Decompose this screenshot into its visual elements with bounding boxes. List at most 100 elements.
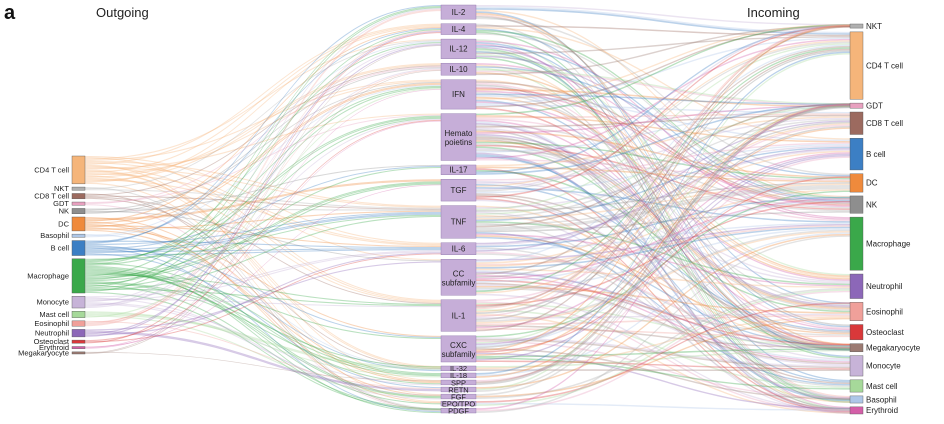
source-label-basophil: Basophil	[40, 231, 69, 240]
flow-hemato-poietins-eosinophil	[476, 143, 850, 311]
flow-basophil-il-32	[85, 234, 441, 371]
flow-il-17-gdt	[476, 104, 850, 175]
flow-erythroid-ifn	[85, 89, 441, 348]
flow-cxc-subfamily-dc	[476, 190, 850, 338]
cytokine-label-ifn: IFN	[452, 90, 465, 99]
flow-cxc-subfamily-b-cell	[476, 153, 850, 346]
target-node-cd4-t-cell	[849, 31, 864, 100]
flow-macrophage-il-12	[85, 42, 441, 265]
cytokine-node-tgf	[440, 179, 477, 202]
flow-b-cell-il-6	[85, 240, 441, 249]
source-label-neutrophil: Neutrophil	[35, 329, 70, 338]
flow-cc-subfamily-macrophage	[476, 223, 850, 261]
flow-cd4-t-cell-il-10	[85, 63, 441, 178]
flow-macrophage-cxc-subfamily	[85, 272, 441, 339]
flow-tgf-b-cell	[476, 143, 850, 194]
flow-macrophage-epo-tpo	[85, 269, 441, 405]
source-label-nkt: NKT	[54, 184, 69, 193]
flow-hemato-poietins-eosinophil	[476, 133, 850, 307]
flow-b-cell-il-4	[85, 27, 441, 243]
flow-il-12-osteoclast	[476, 42, 850, 328]
flow-cd8-t-cell-il-32	[85, 197, 441, 370]
flow-dc-cxc-subfamily	[85, 227, 441, 337]
flow-monocyte-il-6	[85, 251, 441, 301]
flow-eosinophil-retn	[85, 320, 441, 390]
source-node-erythroid	[71, 346, 86, 349]
target-node-eosinophil	[849, 302, 864, 321]
flow-ifn-nk	[476, 90, 850, 208]
cytokine-label-il-32: IL-32	[450, 364, 467, 373]
flow-monocyte-hemato-poietins	[85, 118, 441, 306]
source-label-erythroid: Erythroid	[39, 343, 69, 352]
flow-il-18-macrophage	[476, 232, 850, 377]
flow-retn-cd4-t-cell	[476, 52, 850, 391]
flow-il-4-basophil	[476, 23, 850, 399]
source-node-eosinophil	[71, 320, 86, 327]
flow-il-10-nkt	[476, 25, 850, 76]
source-node-b-cell	[71, 240, 86, 256]
flow-tgf-nkt	[476, 24, 850, 191]
flow-il-10-macrophage	[476, 63, 850, 220]
cytokine-label-il-17: IL-17	[449, 166, 468, 175]
cytokine-node-tnf	[440, 205, 477, 239]
flow-monocyte-fgf	[85, 297, 441, 400]
flow-hemato-poietins-nkt	[476, 24, 850, 116]
flow-osteoclast-hemato-poietins	[85, 119, 441, 342]
flow-il-10-dc	[476, 66, 850, 177]
flow-il-1-mast-cell	[476, 309, 850, 389]
cytokine-label-il-12: IL-12	[449, 45, 468, 54]
target-node-osteoclast	[849, 324, 864, 341]
flow-hemato-poietins-basophil	[476, 152, 850, 400]
incoming-heading: Incoming	[747, 5, 800, 20]
flow-erythroid-hemato-poietins	[85, 120, 441, 349]
flow-cxc-subfamily-basophil	[476, 348, 850, 400]
flow-il-1-macrophage	[476, 231, 850, 324]
flow-cc-subfamily-monocyte	[476, 282, 850, 365]
flow-mast-cell-ifn	[85, 88, 441, 318]
flow-ifn-gdt	[476, 93, 850, 105]
flow-il-2-nk	[476, 9, 850, 198]
flow-cxc-subfamily-erythroid	[476, 352, 850, 410]
flow-il-6-macrophage	[476, 222, 850, 251]
flow-tnf-osteoclast	[476, 235, 850, 335]
flow-macrophage-tnf	[85, 214, 441, 260]
flow-cc-subfamily-cd8-t-cell	[476, 121, 850, 279]
flow-macrophage-hemato-poietins	[85, 117, 441, 285]
flow-neutrophil-il-12	[85, 44, 441, 335]
flow-cc-subfamily-cd8-t-cell	[476, 123, 850, 294]
target-node-b-cell	[849, 138, 864, 171]
flow-il-18-gdt	[476, 103, 850, 378]
flow-il-12-monocyte	[476, 57, 850, 359]
source-label-b-cell: B cell	[51, 244, 70, 253]
flow-hemato-poietins-megakaryocyte	[476, 127, 850, 347]
flow-neutrophil-il-6	[85, 252, 441, 336]
flow-ifn-neutrophil	[476, 79, 850, 279]
flow-hemato-poietins-cd8-t-cell	[476, 114, 850, 128]
target-label-eosinophil: Eosinophil	[866, 307, 903, 316]
flow-cd4-t-cell-il-6	[85, 156, 441, 244]
source-label-cd8-t-cell: CD8 T cell	[34, 192, 69, 201]
source-node-nkt	[71, 186, 86, 191]
flow-retn-gdt	[476, 104, 850, 392]
flow-cxc-subfamily-megakaryocyte	[476, 348, 850, 358]
flow-macrophage-il-4	[85, 29, 441, 292]
flow-macrophage-hemato-poietins	[85, 115, 441, 262]
flow-ifn-megakaryocyte	[476, 99, 850, 351]
flow-dc-tnf	[85, 210, 441, 230]
flow-cd4-t-cell-ifn	[85, 80, 441, 176]
flow-hemato-poietins-mast-cell	[476, 155, 850, 383]
source-label-dc: DC	[58, 219, 69, 228]
flow-cd8-t-cell-tnf	[85, 195, 441, 210]
target-node-macrophage	[849, 216, 864, 271]
flow-il-4-eosinophil	[476, 28, 850, 304]
flow-ifn-cd4-t-cell	[476, 37, 850, 105]
flow-gdt-hemato-poietins	[85, 114, 441, 204]
cytokine-label-il-18: IL-18	[450, 371, 467, 380]
cytokine-node-cxc-subfamily	[440, 335, 477, 363]
flow-hemato-poietins-nk	[476, 124, 850, 209]
flow-tnf-megakaryocyte	[476, 214, 850, 346]
flow-b-cell-tnf	[85, 213, 441, 254]
flow-eosinophil-il-2	[85, 9, 441, 325]
cytokine-label-spp: SPP	[451, 378, 466, 387]
flow-dc-spp	[85, 229, 441, 384]
